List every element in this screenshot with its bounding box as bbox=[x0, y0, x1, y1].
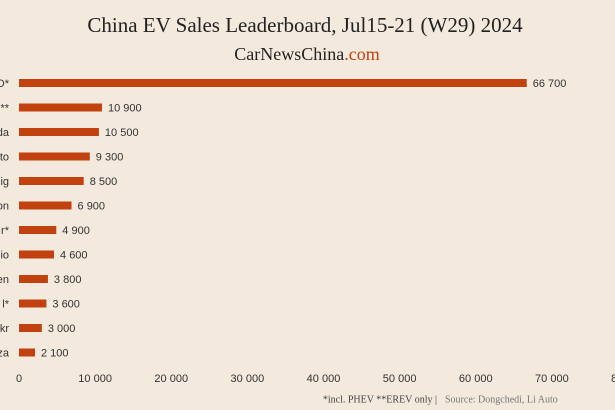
value-label: 9 300 bbox=[96, 151, 124, 163]
x-tick-label: 80 000 bbox=[611, 373, 615, 385]
x-tick-label: 10 000 bbox=[78, 373, 112, 385]
value-label: 4 600 bbox=[60, 249, 88, 261]
category-label: r* bbox=[1, 225, 10, 237]
x-tick-label: 40 000 bbox=[307, 373, 341, 385]
category-label: ** bbox=[0, 102, 9, 114]
bar bbox=[19, 226, 57, 234]
source: Source: Dongchedi, Li Auto bbox=[445, 394, 558, 405]
footnote: *incl. PHEV **EREV only | bbox=[323, 394, 437, 405]
bar bbox=[19, 128, 99, 136]
chart-title: China EV Sales Leaderboard, Jul15-21 (W2… bbox=[87, 13, 523, 37]
subtitle-brand: CarNewsChina bbox=[234, 44, 344, 64]
category-label: on bbox=[0, 200, 9, 212]
bar bbox=[19, 152, 90, 161]
bar bbox=[19, 324, 42, 332]
value-label: 3 000 bbox=[48, 323, 76, 335]
chart-subtitle: CarNewsChina.com bbox=[234, 44, 379, 64]
category-label: io bbox=[0, 249, 9, 261]
bar bbox=[19, 79, 527, 87]
value-label: 10 900 bbox=[108, 102, 142, 114]
category-label: to bbox=[0, 151, 9, 163]
value-label: 8 500 bbox=[90, 176, 118, 188]
bar bbox=[19, 250, 55, 259]
bar bbox=[19, 177, 84, 185]
category-label: D* bbox=[0, 78, 10, 90]
category-label: za bbox=[0, 347, 10, 359]
bar bbox=[19, 348, 35, 357]
bar bbox=[19, 201, 72, 210]
bar bbox=[19, 299, 47, 308]
value-label: 2 100 bbox=[41, 347, 69, 359]
x-tick-label: 50 000 bbox=[383, 373, 417, 385]
category-label: l* bbox=[2, 298, 9, 310]
value-label: 66 700 bbox=[533, 78, 567, 90]
value-label: 4 900 bbox=[62, 225, 90, 237]
x-tick-label: 20 000 bbox=[154, 373, 188, 385]
value-label: 3 800 bbox=[54, 274, 82, 286]
category-label: en bbox=[0, 274, 9, 286]
x-tick-label: 30 000 bbox=[231, 373, 265, 385]
category-label: ig bbox=[0, 176, 9, 188]
category-label: da bbox=[0, 127, 10, 139]
x-tick-label: 70 000 bbox=[535, 373, 569, 385]
bar bbox=[19, 275, 48, 283]
bar bbox=[19, 103, 102, 112]
x-tick-label: 0 bbox=[16, 373, 22, 385]
value-label: 6 900 bbox=[78, 200, 106, 212]
x-tick-label: 60 000 bbox=[459, 373, 493, 385]
subtitle-suffix: .com bbox=[344, 44, 380, 64]
category-label: kr bbox=[0, 323, 9, 335]
value-label: 10 500 bbox=[105, 127, 139, 139]
value-label: 3 600 bbox=[52, 298, 80, 310]
